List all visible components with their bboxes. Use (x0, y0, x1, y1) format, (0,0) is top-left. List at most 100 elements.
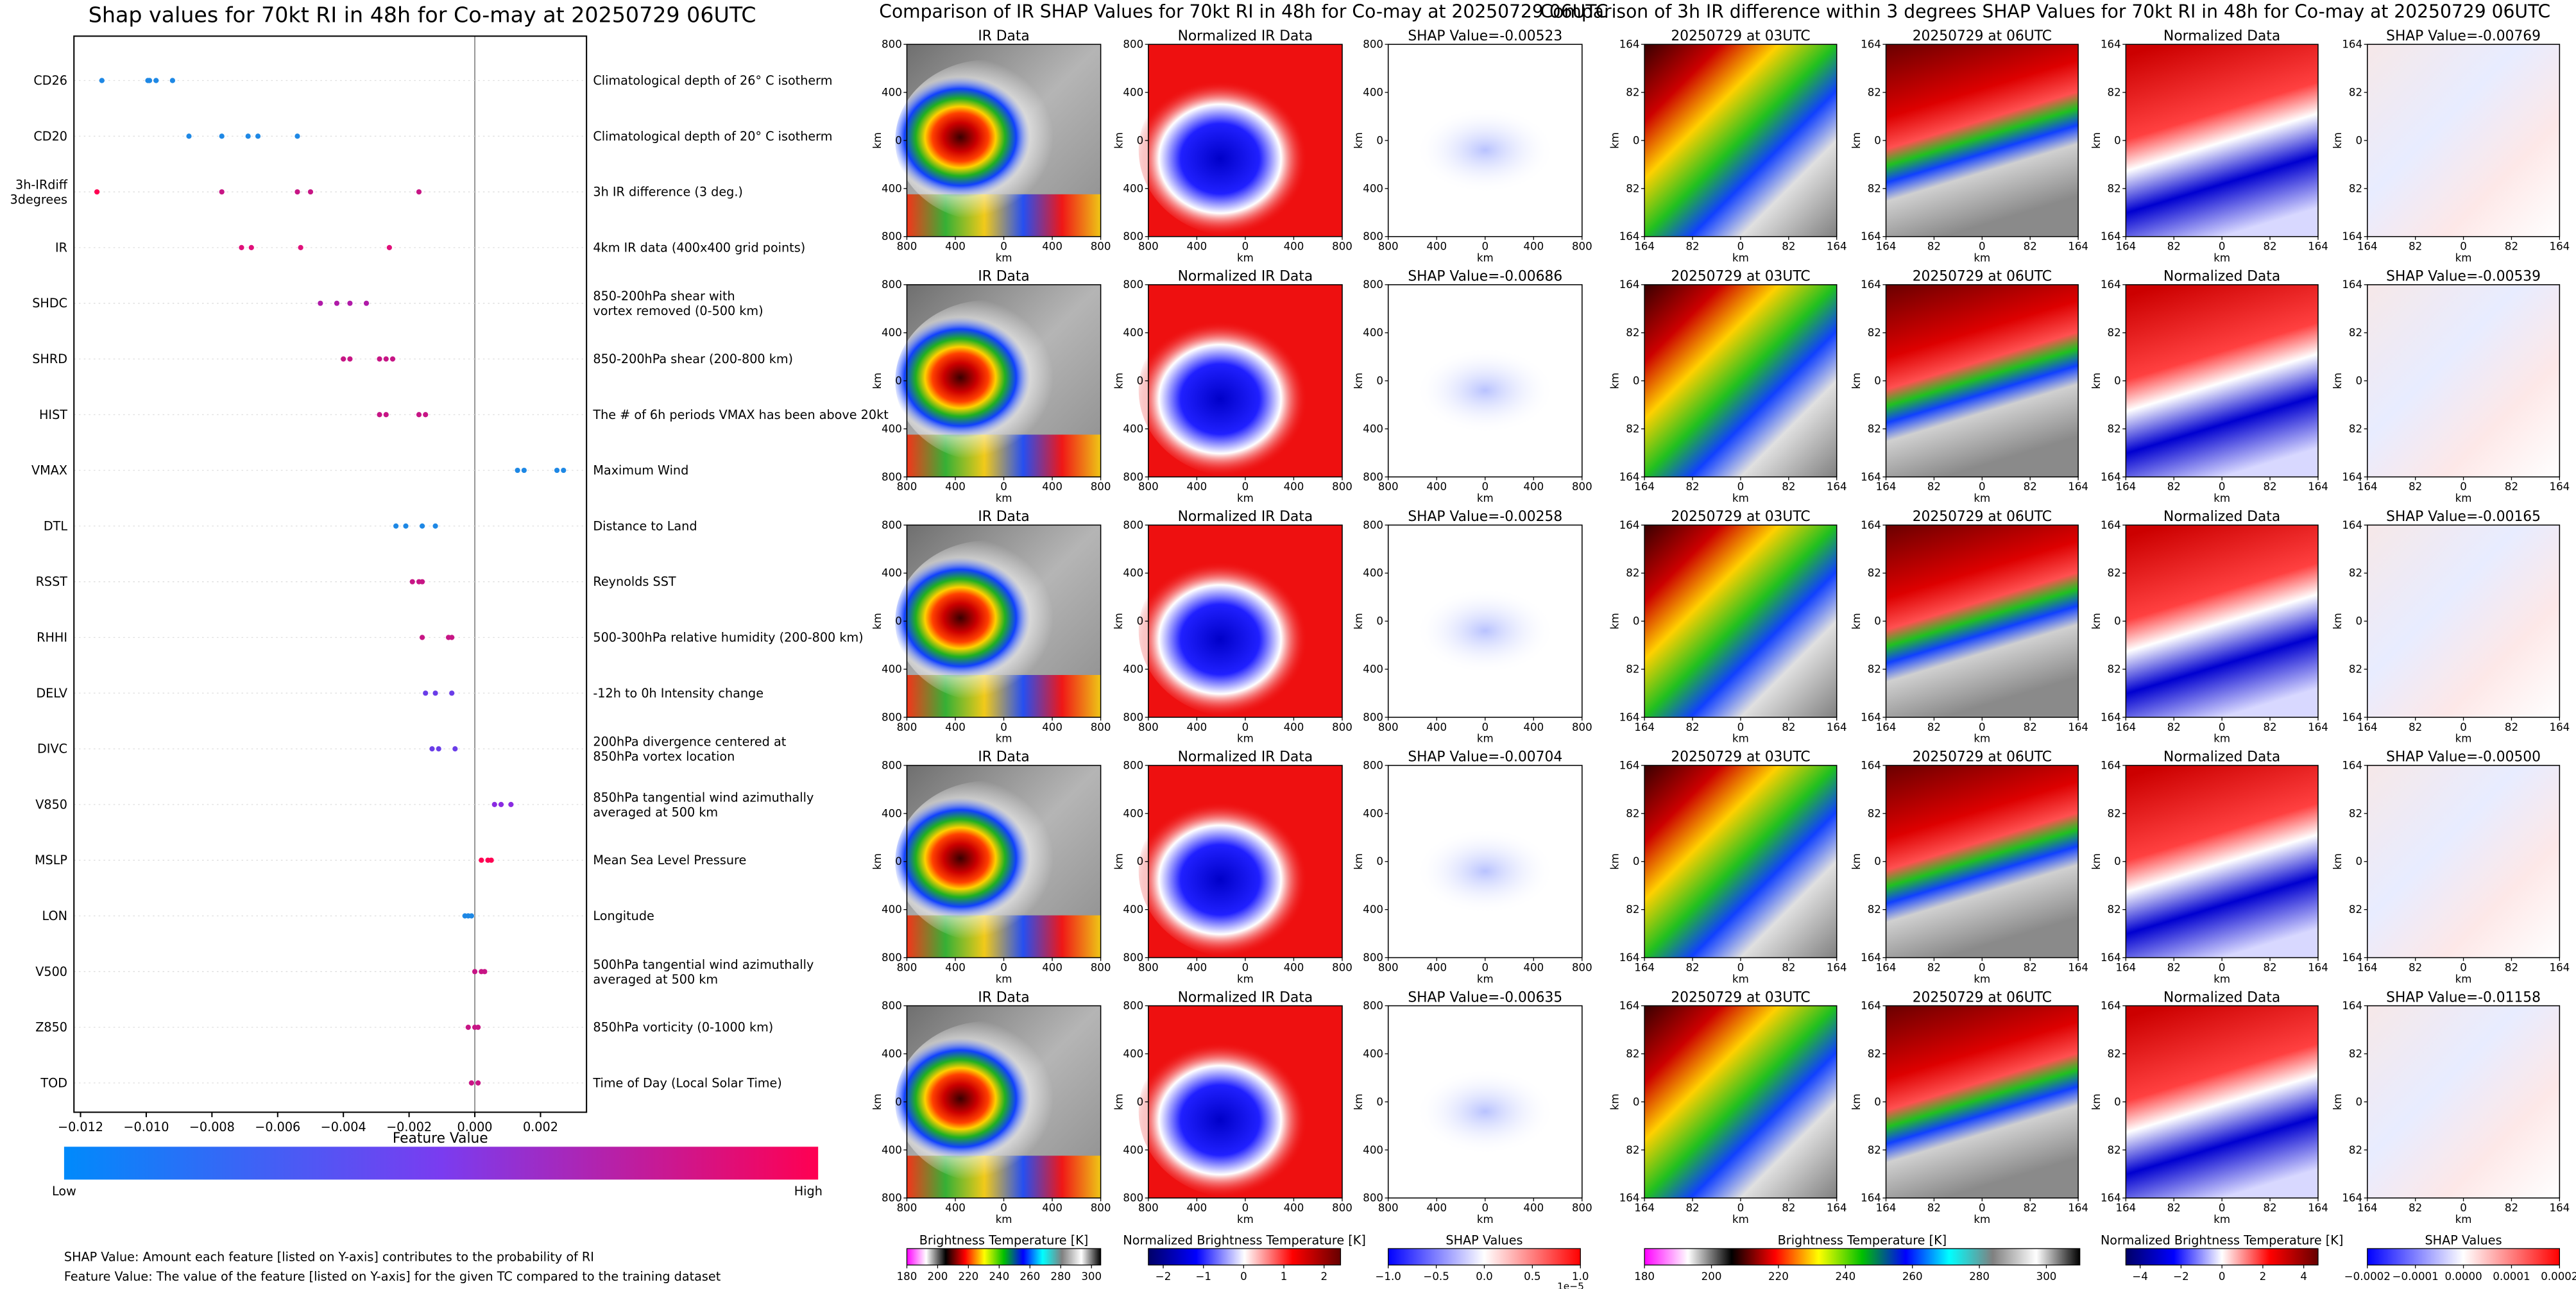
y-axis-label: km (1850, 1093, 1863, 1110)
x-tick-label: 800 (1138, 481, 1159, 493)
feature-label: RSST (36, 574, 68, 589)
y-tick-label: 164 (1619, 519, 1640, 531)
colorbar (2367, 1248, 2560, 1266)
panel-title: SHAP Value=-0.00769 (2386, 28, 2541, 44)
y-tick-label: 400 (882, 807, 902, 819)
x-tick-label: 800 (1091, 961, 1111, 973)
panel-title: Normalized Data (2163, 28, 2280, 44)
y-tick-label: 0 (2114, 1096, 2121, 1108)
y-axis-label: km (2332, 613, 2344, 629)
feature-description: 200hPa divergence centered at 850hPa vort… (593, 734, 786, 764)
panel-title: 20250729 at 06UTC (1913, 268, 2052, 284)
shap-dot (99, 78, 105, 83)
x-tick-label: 82 (2263, 1202, 2276, 1214)
x-tick-label: 164 (2357, 1202, 2378, 1214)
image-layer (2367, 525, 2560, 717)
y-tick-label: 800 (1363, 1192, 1383, 1204)
shap-dot (294, 189, 300, 195)
colorbar-tick-label: 1 (1281, 1270, 1288, 1283)
x-tick-label: 800 (1332, 481, 1352, 493)
image-normd (2126, 765, 2318, 958)
feature-label: V850 (35, 797, 67, 812)
image-layer (1886, 44, 2079, 237)
y-tick-label: 164 (1861, 519, 1881, 531)
y-tick-label: 800 (1123, 230, 1143, 243)
image-layer (895, 1021, 1082, 1183)
x-tick-label: 164 (2068, 481, 2088, 493)
section-title: Comparison of IR SHAP Values for 70kt RI… (879, 1, 1608, 22)
y-tick-label: 800 (1123, 519, 1143, 531)
colorbar-tick-label: 1.0 (1572, 1270, 1589, 1283)
x-tick-label: 82 (2167, 241, 2181, 253)
y-tick-label: 800 (1123, 1000, 1143, 1012)
x-tick-label: 0 (1242, 721, 1249, 733)
y-tick-label: 800 (882, 278, 902, 291)
x-tick-label: 0 (2219, 1202, 2226, 1214)
image-layer (1138, 544, 1333, 717)
panel-title: Normalized IR Data (1178, 509, 1313, 525)
y-axis-label: km (1113, 853, 1125, 870)
x-tick-label: 800 (1091, 241, 1111, 253)
colorbar-tick-label: −0.0001 (2393, 1270, 2439, 1283)
image-layer (2126, 44, 2318, 237)
x-tick-label: 800 (1378, 241, 1399, 253)
feature-description: Distance to Land (593, 518, 697, 533)
colorbar (906, 1248, 1102, 1266)
x-axis-label: km (1732, 492, 1749, 504)
y-tick-label: 400 (1363, 423, 1383, 435)
shap-dot (409, 579, 415, 585)
y-tick-label: 164 (2101, 711, 2121, 723)
colorbar-tick-label: 200 (1702, 1270, 1722, 1283)
y-tick-label: 82 (2108, 1144, 2121, 1156)
x-tick-label: 800 (1138, 1202, 1159, 1214)
y-tick-label: 0 (2114, 134, 2121, 146)
y-axis-label: km (1113, 613, 1125, 629)
x-tick-label: 0.000 (457, 1120, 493, 1134)
y-tick-label: 0 (1874, 134, 1881, 146)
y-tick-label: 0 (895, 855, 902, 867)
x-tick-label: 400 (1426, 721, 1447, 733)
shap-dot (472, 969, 478, 975)
x-tick-label: 82 (2024, 961, 2037, 973)
y-tick-label: 800 (1123, 278, 1143, 291)
shap-dot (389, 356, 396, 362)
x-tick-label: 0 (1481, 961, 1488, 973)
image-layer (1886, 1005, 2079, 1199)
colorbar-tick-label: 2 (1320, 1270, 1327, 1283)
x-tick-label: 800 (1138, 241, 1159, 253)
x-tick-label: 82 (2024, 721, 2037, 733)
shap-dot (491, 801, 497, 807)
x-tick-label: 164 (2549, 241, 2570, 253)
shap-dot (479, 857, 484, 863)
x-tick-label: 800 (1378, 481, 1399, 493)
colorbar-tick-label: 0.0001 (2493, 1270, 2530, 1283)
shap-dot (347, 356, 353, 362)
feature-description: Reynolds SST (593, 574, 676, 589)
y-axis-label: km (1113, 1093, 1125, 1110)
x-tick-label: 800 (1332, 961, 1352, 973)
x-tick-label: 800 (897, 1202, 917, 1214)
y-tick-label: 400 (882, 663, 902, 676)
y-tick-label: 400 (1123, 182, 1143, 194)
y-tick-label: 0 (1633, 1096, 1640, 1108)
y-axis-label: km (2332, 853, 2344, 870)
y-tick-label: 82 (2108, 567, 2121, 579)
colorbar-tick-label: 0.5 (1524, 1270, 1540, 1283)
y-tick-label: 0 (895, 134, 902, 146)
colorbar-tick-label: 180 (897, 1270, 917, 1283)
y-tick-label: 800 (1363, 1000, 1383, 1012)
x-tick-label: 0 (1242, 241, 1249, 253)
x-tick-label: 0 (1737, 481, 1744, 493)
y-tick-label: 164 (1861, 1000, 1881, 1012)
x-axis-label: km (1237, 492, 1254, 504)
shap-dot (255, 133, 261, 139)
y-tick-label: 400 (882, 182, 902, 194)
image-shap2 (2367, 765, 2560, 958)
x-tick-label: 82 (1927, 721, 1941, 733)
x-tick-label: 82 (2167, 1202, 2181, 1214)
x-tick-label: 400 (1187, 241, 1207, 253)
x-tick-label: 164 (2308, 241, 2328, 253)
y-tick-label: 800 (1363, 278, 1383, 291)
panel-title: IR Data (978, 989, 1029, 1005)
